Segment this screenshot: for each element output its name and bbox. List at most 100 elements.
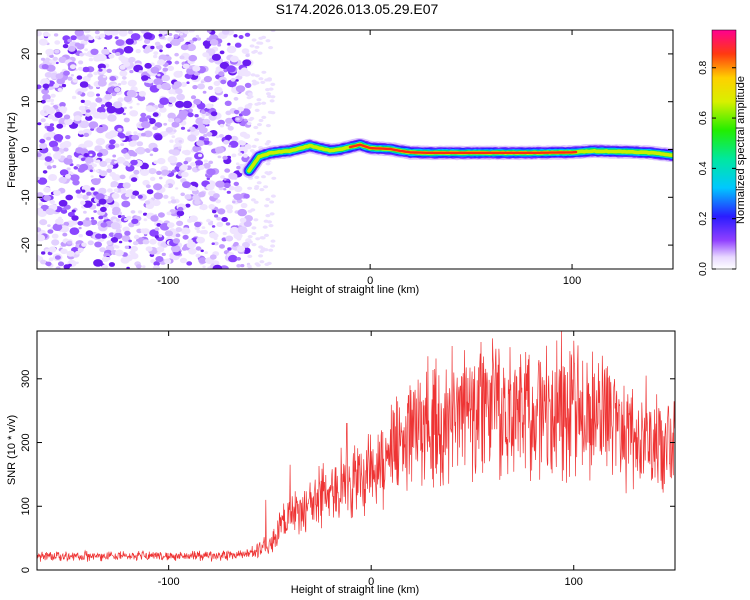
noise-speck	[63, 171, 68, 175]
noise-speck	[182, 181, 191, 189]
noise-speck	[115, 39, 125, 46]
noise-speck	[236, 257, 241, 261]
noise-speck	[110, 222, 121, 230]
noise-speck	[114, 106, 125, 115]
noise-speck	[173, 81, 182, 88]
noise-speck	[202, 40, 212, 48]
noise-speck	[78, 105, 86, 111]
noise-speck	[188, 248, 197, 255]
noise-speck	[154, 235, 159, 239]
noise-speck	[106, 68, 112, 73]
noise-speck	[62, 44, 69, 49]
noise-speck	[260, 80, 266, 84]
noise-speck	[258, 245, 264, 249]
spectrogram-x-tick-label: 0	[367, 275, 373, 287]
noise-speck	[115, 228, 122, 233]
noise-speck	[106, 240, 113, 245]
noise-speck	[171, 135, 176, 139]
noise-speck	[202, 139, 210, 145]
noise-speck	[37, 227, 42, 233]
noise-speck	[93, 210, 97, 213]
noise-speck	[265, 214, 271, 218]
noise-speck	[269, 200, 275, 204]
snr-x-label: Height of straight line (km)	[291, 584, 419, 596]
spectrogram-y-tick-label: 10	[20, 96, 32, 108]
noise-speck	[198, 257, 207, 264]
noise-speck	[251, 144, 257, 148]
noise-speck	[270, 111, 276, 115]
noise-speck	[264, 142, 270, 146]
noise-speck	[85, 115, 93, 121]
noise-speck	[206, 37, 212, 42]
noise-speck	[109, 30, 119, 36]
colorbar-tick-label: 0.2	[698, 211, 709, 225]
noise-speck	[221, 30, 230, 35]
noise-speck	[100, 206, 107, 212]
noise-speck	[78, 60, 84, 65]
noise-speck	[90, 48, 99, 55]
noise-speck	[85, 109, 91, 113]
noise-speck	[247, 102, 253, 107]
noise-speck	[88, 36, 94, 41]
noise-speck	[158, 30, 168, 35]
noise-speck	[122, 182, 131, 189]
noise-speck	[159, 176, 163, 180]
noise-speck	[235, 85, 246, 93]
noise-speck	[196, 229, 201, 234]
noise-speck	[137, 194, 143, 199]
noise-speck	[46, 131, 56, 139]
noise-speck	[260, 236, 266, 240]
noise-speck	[55, 73, 64, 79]
noise-speck	[131, 218, 139, 224]
noise-speck	[124, 230, 131, 236]
noise-speck	[194, 226, 200, 231]
noise-speck	[67, 76, 73, 81]
noise-speck	[249, 149, 255, 153]
spectrogram-y-tick-label: -20	[20, 237, 32, 253]
noise-speck	[174, 60, 180, 65]
spectrogram-y-label: Frequency (Hz)	[6, 112, 18, 188]
noise-speck	[150, 66, 160, 74]
noise-speck	[60, 208, 68, 214]
noise-speck	[161, 252, 166, 256]
noise-speck	[44, 156, 53, 162]
noise-speck	[225, 235, 234, 242]
noise-speck	[174, 118, 181, 123]
noise-speck	[85, 157, 94, 164]
noise-speck	[192, 85, 198, 90]
noise-speck	[173, 70, 183, 78]
noise-speck	[219, 244, 225, 249]
noise-speck	[247, 240, 253, 244]
noise-speck	[228, 254, 238, 263]
noise-speck	[54, 111, 63, 118]
noise-speck	[99, 247, 106, 253]
noise-speck	[198, 136, 205, 141]
noise-speck	[240, 67, 248, 73]
noise-speck	[244, 215, 254, 222]
noise-speck	[220, 175, 225, 179]
noise-speck	[213, 241, 219, 246]
noise-speck	[143, 212, 148, 216]
noise-speck	[197, 124, 202, 128]
noise-speck	[182, 234, 189, 240]
noise-speck	[183, 149, 191, 156]
noise-speck	[247, 209, 253, 213]
colorbar-tick-label: 0.8	[698, 60, 709, 74]
noise-speck	[171, 149, 180, 156]
noise-speck	[156, 170, 162, 175]
noise-speck	[204, 107, 210, 112]
noise-speck	[222, 155, 228, 160]
noise-speck	[95, 159, 101, 164]
noise-speck	[203, 159, 208, 163]
noise-speck	[146, 189, 154, 195]
noise-speck	[125, 193, 131, 198]
noise-speck	[42, 94, 51, 101]
noise-speck	[63, 70, 70, 76]
snr-x-tick-label: 0	[368, 576, 374, 588]
noise-speck	[83, 210, 87, 214]
noise-speck	[90, 219, 98, 226]
noise-speck	[37, 234, 46, 242]
noise-speck	[250, 73, 256, 77]
noise-speck	[136, 141, 144, 147]
noise-speck	[86, 91, 95, 98]
